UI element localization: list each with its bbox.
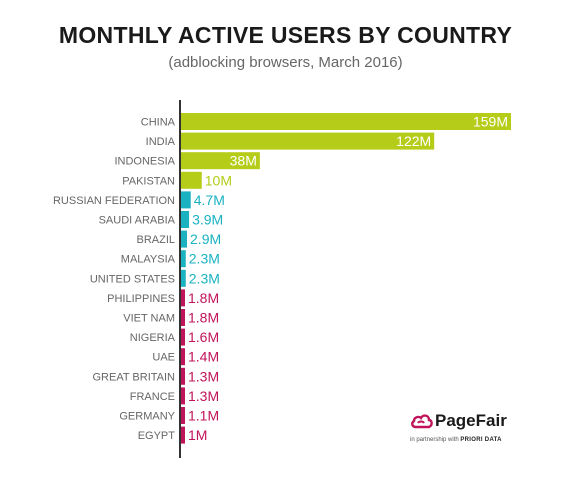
chart-title: MONTHLY ACTIVE USERS BY COUNTRY xyxy=(58,22,513,48)
category-label: RUSSIAN FEDERATION xyxy=(53,195,175,207)
category-label: SAUDI ARABIA xyxy=(99,215,176,227)
bar xyxy=(181,191,191,209)
value-label: 159M xyxy=(473,114,508,130)
category-label: UNITED STATES xyxy=(90,273,175,285)
value-label: 2.3M xyxy=(189,251,220,267)
category-label: UAE xyxy=(152,352,175,364)
category-label: FRANCE xyxy=(130,391,175,403)
category-label: PHILIPPINES xyxy=(107,293,175,305)
value-label: 1.6M xyxy=(188,329,219,345)
value-label: 10M xyxy=(205,172,232,188)
category-label: PAKISTAN xyxy=(122,175,175,187)
logo-name: PageFair xyxy=(435,411,507,430)
value-label: 4.7M xyxy=(194,192,225,208)
bar xyxy=(181,171,202,189)
bar xyxy=(181,269,186,287)
value-label: 38M xyxy=(230,153,257,169)
category-label: GERMANY xyxy=(119,411,175,423)
bar xyxy=(181,387,185,405)
value-label: 1M xyxy=(188,427,207,443)
category-label: EGYPT xyxy=(138,430,176,442)
bar xyxy=(181,289,185,307)
category-label: INDIA xyxy=(146,136,176,148)
bar xyxy=(181,152,260,170)
bar xyxy=(181,250,186,268)
bar xyxy=(181,211,190,228)
logo-partner: in partnership with PRIORI DATA xyxy=(410,437,502,443)
value-label: 3.9M xyxy=(192,212,223,228)
chart-subtitle: (adblocking browsers, March 2016) xyxy=(168,54,403,71)
value-label: 1.1M xyxy=(188,408,219,424)
value-label: 1.8M xyxy=(188,290,219,306)
pagefair-cloud-icon xyxy=(411,414,433,429)
category-label: NIGERIA xyxy=(130,332,176,344)
value-label: 1.4M xyxy=(188,349,219,365)
category-label: GREAT BRITAIN xyxy=(92,371,175,383)
logo-partner-name: PRIORI DATA xyxy=(460,437,502,443)
category-label: INDONESIA xyxy=(114,156,175,168)
pagefair-logo: PageFair in partnership with PRIORI DATA xyxy=(410,410,530,450)
bar xyxy=(181,407,185,424)
value-label: 1.3M xyxy=(188,388,219,404)
category-label: CHINA xyxy=(141,117,176,129)
category-label: VIET NAM xyxy=(123,313,175,325)
bar xyxy=(181,426,185,444)
bar xyxy=(181,309,185,326)
bar xyxy=(181,367,185,385)
value-label: 122M xyxy=(396,133,431,149)
category-label: MALAYSIA xyxy=(121,254,176,266)
value-label: 1.8M xyxy=(188,310,219,326)
logo-partner-prefix: in partnership with xyxy=(410,437,459,443)
bar xyxy=(181,113,511,130)
value-label: 2.9M xyxy=(190,231,221,247)
value-label: 2.3M xyxy=(189,270,220,286)
value-label: 1.3M xyxy=(188,368,219,384)
bar xyxy=(181,328,185,346)
bar xyxy=(181,230,188,248)
bar xyxy=(181,348,185,366)
category-label: BRAZIL xyxy=(136,234,175,246)
bar xyxy=(181,132,435,150)
